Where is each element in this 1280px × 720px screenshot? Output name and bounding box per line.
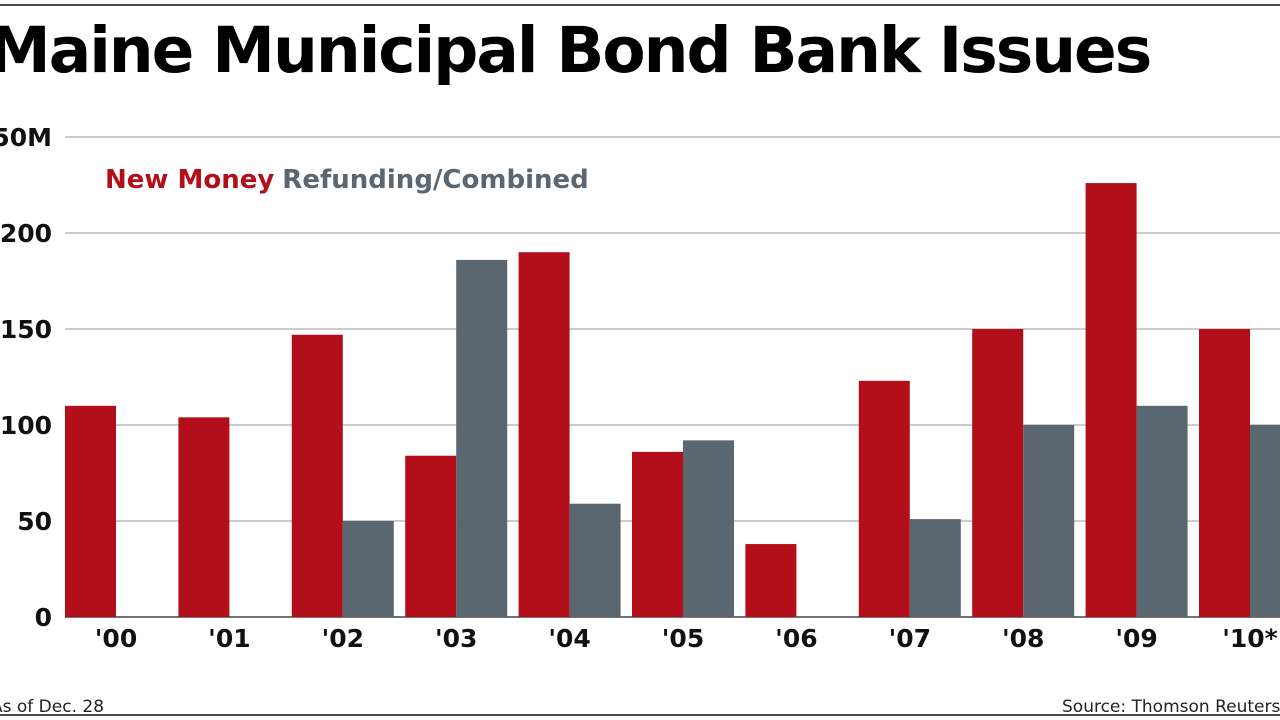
bar (178, 417, 230, 617)
legend: New Money Refunding/Combined (105, 165, 597, 195)
y-tick-label: 150 (0, 315, 52, 344)
bar (1085, 183, 1137, 617)
x-tick-label: '09 (1115, 624, 1157, 653)
bar (745, 544, 797, 617)
x-tick-label: '00 (95, 624, 137, 653)
footnote: As of Dec. 28 (0, 697, 105, 717)
bar (632, 451, 683, 617)
y-tick-label: 200 (0, 219, 52, 248)
x-tick-label: '07 (889, 624, 931, 653)
bar (342, 521, 394, 617)
bar (456, 259, 508, 617)
legend-refunding-combined: Refunding/Combined (282, 165, 589, 195)
bar (909, 519, 961, 617)
bottom-rule (0, 714, 1280, 716)
bar (518, 252, 570, 617)
bar (569, 503, 621, 617)
source-credit: Source: Thomson Reuters (1062, 697, 1280, 717)
x-tick-label: '10* (1222, 624, 1278, 653)
bar (1023, 425, 1075, 617)
x-axis-ticks: '00 '01 '02 '03 '04 '05 '06 '07 '08 '09 '10* (95, 624, 1278, 653)
x-tick-label: '01 (208, 624, 250, 653)
bar (1136, 405, 1188, 617)
x-tick-label: '05 (662, 624, 704, 653)
bar (858, 380, 910, 617)
x-tick-label: '03 (435, 624, 477, 653)
bars (65, 183, 1280, 617)
y-tick-label: 100 (0, 411, 52, 440)
y-tick-label: 0 (35, 603, 52, 632)
bar (1199, 329, 1250, 617)
bar (291, 334, 343, 617)
bar (405, 455, 457, 617)
x-tick-label: '02 (322, 624, 364, 653)
y-axis-ticks: 0 50 100 150 200 250M (0, 123, 52, 632)
x-tick-label: '08 (1002, 624, 1044, 653)
bar (1250, 425, 1280, 617)
x-tick-label: '04 (548, 624, 590, 653)
x-tick-label: '06 (775, 624, 817, 653)
y-tick-label: 50 (17, 507, 52, 536)
top-rule (0, 4, 1280, 6)
chart-title: Maine Municipal Bond Bank Issues (0, 14, 1152, 87)
bar (972, 329, 1024, 617)
y-tick-label: 250M (0, 123, 52, 152)
legend-new-money: New Money (105, 165, 275, 195)
bar (683, 440, 734, 617)
bar (65, 405, 116, 617)
